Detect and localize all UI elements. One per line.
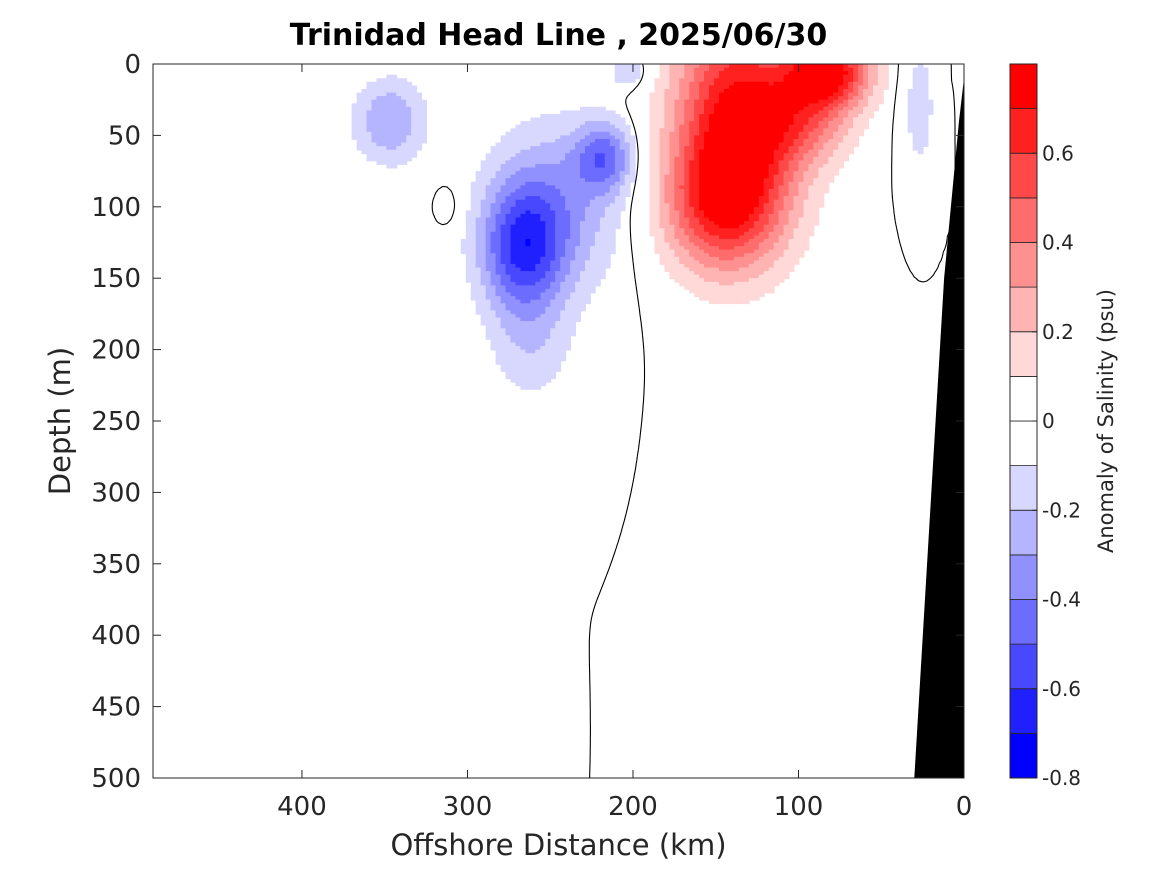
x-tick-label: 100 bbox=[774, 792, 824, 822]
colorbar-swatch bbox=[1009, 331, 1038, 377]
colorbar-swatch bbox=[1009, 152, 1038, 199]
colorbar-swatch bbox=[1009, 554, 1038, 600]
colorbar: -0.8 -0.6 -0.4 -0.2 0 0.2 0.4 0.6 bbox=[1009, 63, 1081, 790]
colorbar-tick-label: -0.4 bbox=[1042, 588, 1081, 612]
x-tick-label: 300 bbox=[443, 792, 493, 822]
colorbar-tick-label: 0.2 bbox=[1042, 320, 1074, 344]
y-tick-label: 250 bbox=[91, 407, 141, 437]
x-axis-label: Offshore Distance (km) bbox=[390, 828, 727, 862]
colorbar-swatch bbox=[1009, 599, 1038, 645]
bathymetry-wedge bbox=[914, 78, 964, 779]
colorbar-swatch bbox=[1009, 375, 1038, 422]
contour-field bbox=[351, 64, 934, 390]
y-tick-label: 450 bbox=[91, 693, 141, 723]
colorbar-swatch bbox=[1009, 286, 1038, 333]
colorbar-swatch bbox=[1009, 465, 1038, 511]
colorbar-label: Anomaly of Salinity (psu) bbox=[1094, 288, 1118, 554]
chart-title: Trinidad Head Line , 2025/06/30 bbox=[289, 18, 828, 53]
y-tick-label: 200 bbox=[91, 336, 141, 366]
y-tick-label: 0 bbox=[124, 50, 141, 80]
y-tick-label: 500 bbox=[91, 764, 141, 794]
y-tick-label: 50 bbox=[108, 121, 141, 151]
colorbar-tick-label: 0.6 bbox=[1042, 141, 1074, 165]
colorbar-tick-label: -0.6 bbox=[1042, 677, 1081, 701]
colorbar-swatch bbox=[1009, 643, 1038, 690]
y-tick-label: 400 bbox=[91, 621, 141, 651]
colorbar-swatch bbox=[1009, 420, 1038, 466]
colorbar-swatch bbox=[1009, 242, 1038, 288]
colorbar-swatch bbox=[1009, 688, 1038, 734]
y-tick-label: 350 bbox=[91, 550, 141, 580]
y-tick-label: 150 bbox=[91, 264, 141, 294]
colorbar-swatch bbox=[1009, 63, 1038, 109]
y-tick-label: 300 bbox=[91, 478, 141, 508]
x-tick-label: 0 bbox=[956, 792, 973, 822]
y-axis-label: Depth (m) bbox=[43, 346, 77, 496]
colorbar-tick-label: -0.8 bbox=[1042, 766, 1081, 790]
colorbar-swatch bbox=[1009, 108, 1038, 154]
x-tick-label: 200 bbox=[608, 792, 658, 822]
colorbar-tick-label: -0.2 bbox=[1042, 498, 1081, 522]
colorbar-swatch bbox=[1009, 733, 1038, 779]
colorbar-tick-label: 0 bbox=[1042, 409, 1055, 433]
colorbar-tick-label: 0.4 bbox=[1042, 231, 1074, 255]
colorbar-swatch bbox=[1009, 197, 1038, 243]
x-tick-label: 400 bbox=[277, 792, 327, 822]
colorbar-swatch bbox=[1009, 509, 1038, 556]
y-tick-label: 100 bbox=[91, 193, 141, 223]
